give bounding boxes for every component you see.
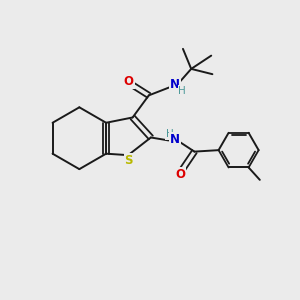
Text: O: O — [124, 75, 134, 88]
Text: N: N — [170, 78, 180, 91]
Text: S: S — [124, 154, 133, 167]
Text: N: N — [170, 133, 180, 146]
Text: O: O — [175, 168, 185, 181]
Text: H: H — [166, 129, 174, 139]
Text: H: H — [178, 86, 186, 96]
